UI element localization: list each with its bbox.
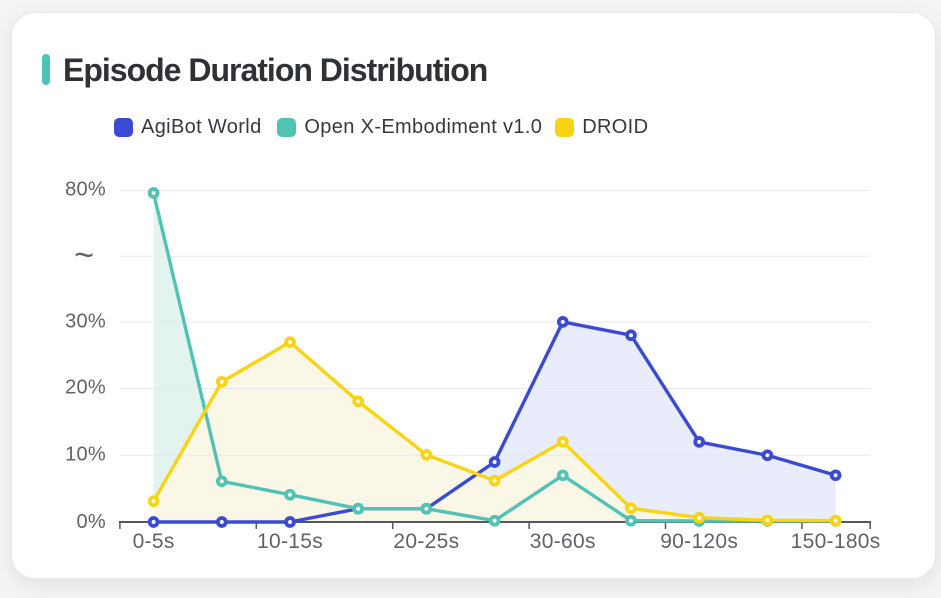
- svg-text:80%: 80%: [65, 178, 106, 200]
- svg-text:20-25s: 20-25s: [393, 530, 459, 553]
- svg-text:10-15s: 10-15s: [257, 530, 323, 553]
- svg-text:0-5s: 0-5s: [133, 530, 175, 553]
- svg-text:30%: 30%: [65, 310, 106, 332]
- svg-text:0%: 0%: [76, 511, 106, 533]
- svg-text:~: ~: [74, 237, 94, 275]
- svg-text:20%: 20%: [65, 376, 106, 398]
- svg-text:10%: 10%: [65, 443, 106, 465]
- svg-text:30-60s: 30-60s: [530, 530, 596, 553]
- svg-text:150-180s: 150-180s: [791, 530, 881, 553]
- svg-text:90-120s: 90-120s: [660, 530, 738, 553]
